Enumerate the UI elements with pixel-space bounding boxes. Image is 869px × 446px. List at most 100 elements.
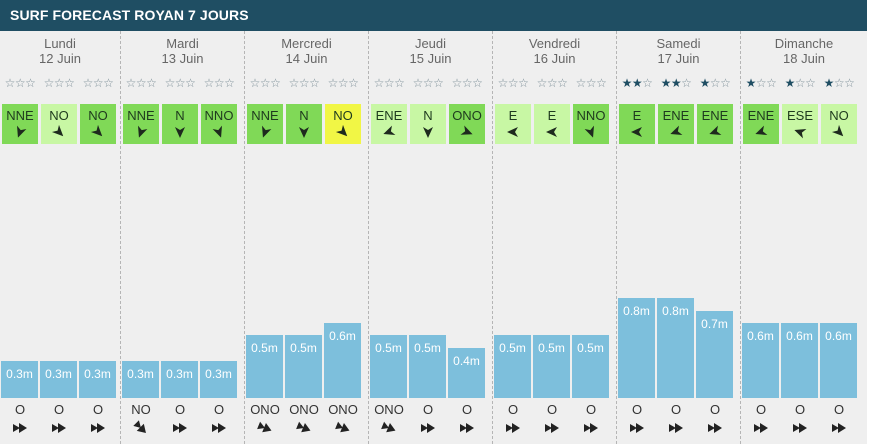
wind-arrow-icon <box>335 124 349 138</box>
star-rating: ★★☆ <box>657 76 695 90</box>
star-empty-icon: ☆ <box>709 76 721 90</box>
day-name: Mardi <box>166 36 199 51</box>
star-empty-icon: ☆ <box>348 76 359 90</box>
swell-height-bar: 0.8m <box>618 298 655 398</box>
day-date: 13 Juin <box>161 51 204 66</box>
wind-box: ENE <box>743 104 779 144</box>
wind-arrow-icon <box>460 125 473 138</box>
star-empty-icon: ☆ <box>82 76 94 90</box>
swell-direction-label: O <box>833 402 845 417</box>
day-header: Mardi 13 Juin <box>121 36 244 66</box>
swell-direction: ONO <box>324 402 362 434</box>
star-empty-icon: ☆ <box>203 76 215 90</box>
star-rating: ☆☆☆ <box>370 76 408 90</box>
star-empty-icon: ☆ <box>43 76 55 90</box>
wind-box: ESE <box>782 104 818 144</box>
wind-direction-label: NNE <box>6 108 34 123</box>
star-empty-icon: ☆ <box>451 76 463 90</box>
day-column: Jeudi 15 Juin ☆☆☆ ☆☆☆ ☆☆☆ ENE N ONO 0.5m 0.5m 0.4m… <box>369 31 493 444</box>
day-name: Dimanche <box>774 36 834 51</box>
day-header: Vendredi 16 Juin <box>493 36 616 66</box>
swell-direction-label: ONO <box>328 402 358 417</box>
swell-direction-label: ONO <box>289 402 319 417</box>
wind-box: NNE <box>123 104 159 144</box>
star-filled-icon: ★ <box>823 76 835 90</box>
swell-height-bar: 0.6m <box>742 323 779 398</box>
swell-height-bar: 0.7m <box>696 311 733 398</box>
wind-arrow-icon <box>422 126 434 138</box>
wind-row: NNE N NNO <box>121 104 244 200</box>
star-empty-icon: ☆ <box>25 76 36 90</box>
swell-arrow-icon <box>545 422 559 434</box>
swell-height-bar: 0.8m <box>657 298 694 398</box>
swell-direction: O <box>200 402 238 434</box>
swell-height-bar: 0.5m <box>285 335 322 398</box>
day-header: Jeudi 15 Juin <box>369 36 492 66</box>
day-date: 18 Juin <box>783 51 825 66</box>
swell-direction-label: O <box>174 402 186 417</box>
wind-direction-label: N <box>299 108 309 123</box>
swell-arrow-icon <box>257 421 272 434</box>
day-date: 17 Juin <box>657 51 700 66</box>
swell-direction-label: O <box>53 402 65 417</box>
wind-box: NO <box>325 104 361 144</box>
swell-direction: O <box>572 402 610 434</box>
wind-direction-label: ENE <box>701 108 729 123</box>
wind-direction-label: NO <box>88 108 108 123</box>
star-empty-icon: ☆ <box>259 76 271 90</box>
star-empty-icon: ☆ <box>546 76 558 90</box>
star-rating: ★★☆ <box>618 76 656 90</box>
day-date: 16 Juin <box>533 51 576 66</box>
swell-direction: O <box>781 402 819 434</box>
wind-direction-label: E <box>547 108 557 123</box>
star-empty-icon: ☆ <box>146 76 157 90</box>
star-filled-icon: ★ <box>631 76 643 90</box>
star-filled-icon: ★ <box>621 76 633 90</box>
wind-direction-label: NNO <box>576 108 606 123</box>
wind-direction-label: ESE <box>786 108 813 123</box>
wind-box: ENE <box>371 104 407 144</box>
swell-arrow-icon <box>173 422 187 434</box>
star-empty-icon: ☆ <box>4 76 16 90</box>
star-empty-icon: ☆ <box>805 76 816 90</box>
rating-row: ☆☆☆ ☆☆☆ ☆☆☆ <box>493 76 616 90</box>
rating-row: ☆☆☆ ☆☆☆ ☆☆☆ <box>369 76 492 90</box>
day-column: Mercredi 14 Juin ☆☆☆ ☆☆☆ ☆☆☆ NNE N NO 0.5m 0.5m 0.… <box>245 31 369 444</box>
days-container: Lundi 12 Juin ☆☆☆ ☆☆☆ ☆☆☆ NNE NO NO 0.3m 0.3m 0.3m… <box>0 31 867 444</box>
swell-height-bar: 0.3m <box>1 361 38 398</box>
day-column: Vendredi 16 Juin ☆☆☆ ☆☆☆ ☆☆☆ E E NNO 0.5m 0.5m 0.5… <box>493 31 617 444</box>
swell-height-bar: 0.5m <box>494 335 531 398</box>
day-column: Lundi 12 Juin ☆☆☆ ☆☆☆ ☆☆☆ NNE NO NO 0.3m 0.3m 0.3m… <box>0 31 121 444</box>
swell-chart: 0.5m 0.5m 0.6m <box>245 143 368 398</box>
star-empty-icon: ☆ <box>327 76 339 90</box>
star-empty-icon: ☆ <box>164 76 176 90</box>
day-name: Lundi <box>44 36 76 51</box>
swell-direction: O <box>742 402 780 434</box>
wind-row: NNE N NO <box>245 104 368 200</box>
star-filled-icon: ★ <box>699 76 711 90</box>
star-filled-icon: ★ <box>745 76 757 90</box>
wind-direction-label: E <box>632 108 642 123</box>
swell-height-bar: 0.5m <box>409 335 446 398</box>
star-empty-icon: ☆ <box>720 76 731 90</box>
wind-direction-label: ENE <box>747 108 775 123</box>
swell-height-bar: 0.3m <box>79 361 116 398</box>
day-name: Mercredi <box>281 36 332 51</box>
star-filled-icon: ★ <box>784 76 796 90</box>
wind-box: E <box>495 104 531 144</box>
wind-direction-label: E <box>508 108 518 123</box>
star-rating: ☆☆☆ <box>40 76 78 90</box>
star-rating: ★☆☆ <box>781 76 819 90</box>
swell-arrow-icon <box>133 420 148 434</box>
star-rating: ☆☆☆ <box>494 76 532 90</box>
rating-row: ☆☆☆ ☆☆☆ ☆☆☆ <box>245 76 368 90</box>
swell-direction: ONO <box>246 402 284 434</box>
swell-chart: 0.5m 0.5m 0.5m <box>493 143 616 398</box>
star-empty-icon: ☆ <box>64 76 75 90</box>
wind-arrow-icon <box>14 125 27 138</box>
swell-direction: O <box>820 402 858 434</box>
star-empty-icon: ☆ <box>213 76 225 90</box>
wind-arrow-icon <box>794 126 807 139</box>
